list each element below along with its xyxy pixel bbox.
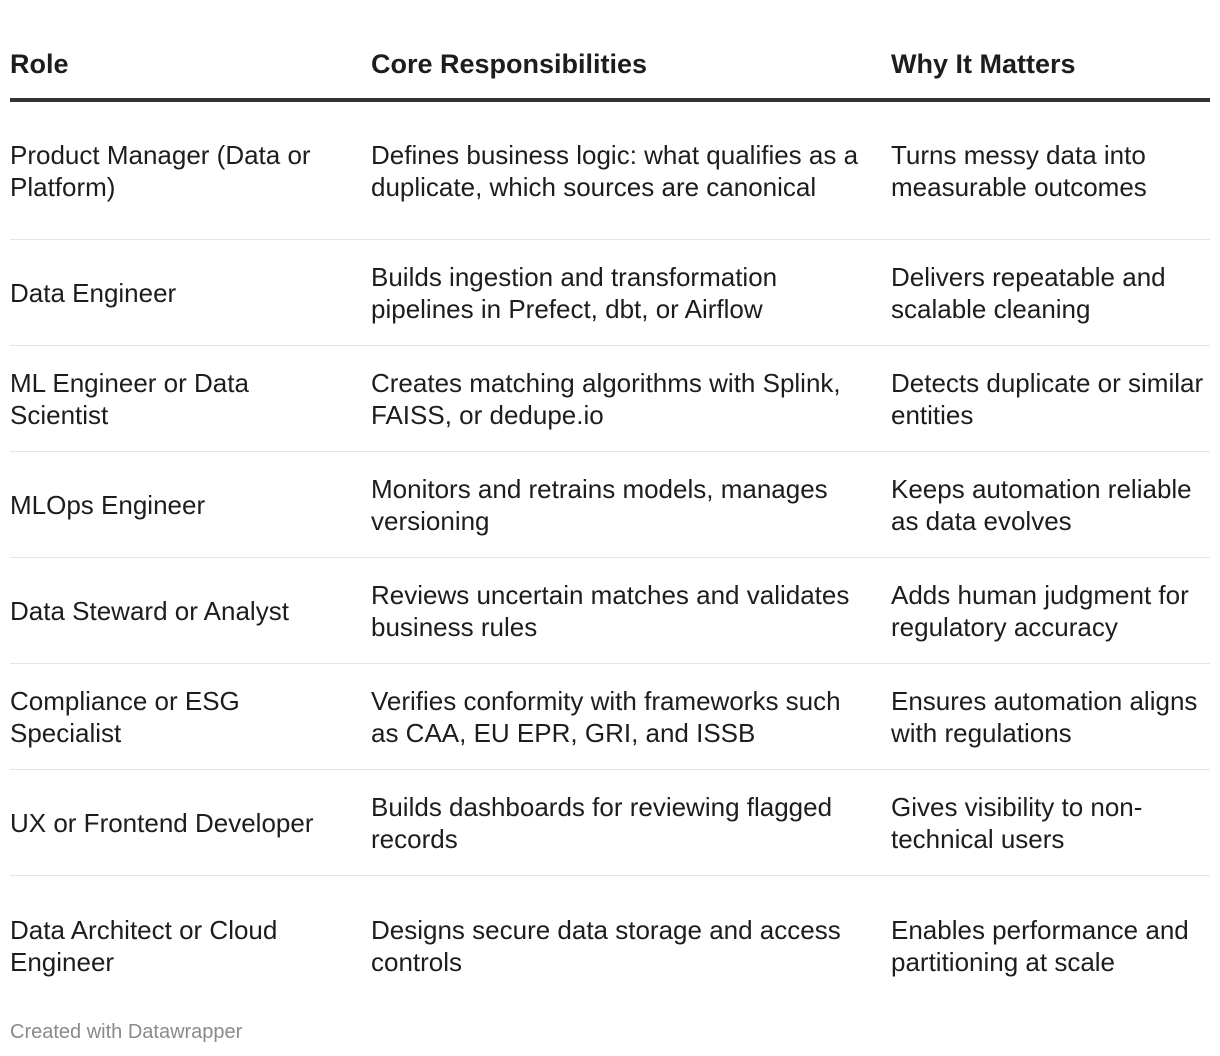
cell-responsibilities-text: Reviews uncertain matches and validates … bbox=[371, 579, 850, 642]
cell-role-text: MLOps Engineer bbox=[10, 489, 206, 520]
cell-responsibilities: Reviews uncertain matches and validates … bbox=[371, 557, 891, 664]
cell-why-text: Ensures automation aligns with regulatio… bbox=[891, 685, 1198, 748]
cell-role-text: Compliance or ESG Specialist bbox=[10, 685, 240, 748]
cell-why: Gives visibility to non-technical users bbox=[891, 769, 1210, 876]
cell-role: Compliance or ESG Specialist bbox=[10, 663, 371, 770]
cell-responsibilities: Monitors and retrains models, manages ve… bbox=[371, 451, 891, 558]
cell-why: Turns messy data into measurable outcome… bbox=[891, 100, 1210, 240]
table-row: Data Architect or Cloud Engineer Designs… bbox=[10, 876, 1210, 1016]
cell-why: Enables performance and partitioning at … bbox=[891, 876, 1210, 1016]
cell-why-text: Gives visibility to non-technical users bbox=[891, 791, 1143, 854]
cell-why-text: Delivers repeatable and scalable cleanin… bbox=[891, 261, 1166, 324]
cell-responsibilities: Builds dashboards for reviewing flagged … bbox=[371, 769, 891, 876]
cell-responsibilities-text: Monitors and retrains models, manages ve… bbox=[371, 473, 828, 536]
table-body: Product Manager (Data or Platform) Defin… bbox=[10, 100, 1210, 1015]
cell-responsibilities-text: Builds dashboards for reviewing flagged … bbox=[371, 791, 833, 854]
cell-why-text: Keeps automation reliable as data evolve… bbox=[891, 473, 1192, 536]
cell-role: ML Engineer or Data Scientist bbox=[10, 345, 371, 452]
cell-responsibilities-text: Creates matching algorithms with Splink,… bbox=[371, 367, 841, 430]
cell-role: UX or Frontend Developer bbox=[10, 769, 371, 876]
cell-why-text: Enables performance and partitioning at … bbox=[891, 914, 1189, 977]
cell-why: Adds human judgment for regulatory accur… bbox=[891, 557, 1210, 664]
column-header-role: Role bbox=[10, 0, 371, 102]
cell-responsibilities: Designs secure data storage and access c… bbox=[371, 876, 891, 1016]
cell-responsibilities: Verifies conformity with frameworks such… bbox=[371, 663, 891, 770]
table-row: Data Engineer Builds ingestion and trans… bbox=[10, 239, 1210, 346]
column-header-why-label: Why It Matters bbox=[891, 49, 1076, 79]
column-header-responsibilities-label: Core Responsibilities bbox=[371, 49, 648, 79]
cell-why: Ensures automation aligns with regulatio… bbox=[891, 663, 1210, 770]
cell-responsibilities: Creates matching algorithms with Splink,… bbox=[371, 345, 891, 452]
cell-why-text: Turns messy data into measurable outcome… bbox=[891, 139, 1147, 202]
cell-responsibilities-text: Builds ingestion and transformation pipe… bbox=[371, 261, 778, 324]
table-row: ML Engineer or Data Scientist Creates ma… bbox=[10, 345, 1210, 452]
cell-role-text: UX or Frontend Developer bbox=[10, 807, 314, 838]
cell-role-text: Data Architect or Cloud Engineer bbox=[10, 914, 278, 977]
column-header-role-label: Role bbox=[10, 49, 69, 79]
column-header-responsibilities: Core Responsibilities bbox=[371, 0, 891, 102]
roles-table-container: Role Core Responsibilities Why It Matter… bbox=[10, 0, 1210, 1015]
cell-role-text: Data Steward or Analyst bbox=[10, 595, 289, 626]
table-row: Data Steward or Analyst Reviews uncertai… bbox=[10, 557, 1210, 664]
table-header: Role Core Responsibilities Why It Matter… bbox=[10, 0, 1210, 102]
cell-role: Data Engineer bbox=[10, 239, 371, 346]
cell-why-text: Detects duplicate or similar entities bbox=[891, 367, 1204, 430]
cell-why-text: Adds human judgment for regulatory accur… bbox=[891, 579, 1189, 642]
table-row: Product Manager (Data or Platform) Defin… bbox=[10, 100, 1210, 240]
cell-why: Keeps automation reliable as data evolve… bbox=[891, 451, 1210, 558]
header-row: Role Core Responsibilities Why It Matter… bbox=[10, 0, 1210, 102]
cell-why: Detects duplicate or similar entities bbox=[891, 345, 1210, 452]
cell-role-text: ML Engineer or Data Scientist bbox=[10, 367, 249, 430]
cell-role: Data Architect or Cloud Engineer bbox=[10, 876, 371, 1016]
table-row: MLOps Engineer Monitors and retrains mod… bbox=[10, 451, 1210, 558]
cell-responsibilities-text: Defines business logic: what qualifies a… bbox=[371, 139, 859, 202]
cell-role: Data Steward or Analyst bbox=[10, 557, 371, 664]
column-header-why: Why It Matters bbox=[891, 0, 1210, 102]
cell-role-text: Product Manager (Data or Platform) bbox=[10, 139, 311, 202]
datawrapper-credit: Created with Datawrapper bbox=[10, 1021, 243, 1043]
cell-responsibilities: Defines business logic: what qualifies a… bbox=[371, 100, 891, 240]
table-row: Compliance or ESG Specialist Verifies co… bbox=[10, 663, 1210, 770]
cell-why: Delivers repeatable and scalable cleanin… bbox=[891, 239, 1210, 346]
cell-responsibilities-text: Designs secure data storage and access c… bbox=[371, 914, 841, 977]
roles-table: Role Core Responsibilities Why It Matter… bbox=[10, 0, 1210, 1015]
cell-role: Product Manager (Data or Platform) bbox=[10, 100, 371, 240]
cell-role: MLOps Engineer bbox=[10, 451, 371, 558]
cell-role-text: Data Engineer bbox=[10, 277, 177, 308]
cell-responsibilities: Builds ingestion and transformation pipe… bbox=[371, 239, 891, 346]
table-row: UX or Frontend Developer Builds dashboar… bbox=[10, 769, 1210, 876]
cell-responsibilities-text: Verifies conformity with frameworks such… bbox=[371, 685, 841, 748]
